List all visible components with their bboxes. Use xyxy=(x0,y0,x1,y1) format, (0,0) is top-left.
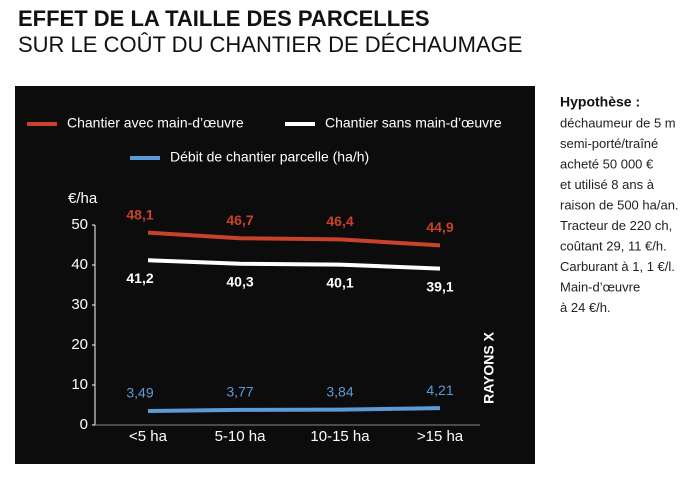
note-title: Hypothèse : xyxy=(560,94,640,110)
note-line: déchaumeur de 5 m xyxy=(560,115,676,130)
data-label: 39,1 xyxy=(426,278,453,294)
y-tick-label: 0 xyxy=(80,416,88,433)
legend-label: Chantier sans main-d’œuvre xyxy=(325,115,502,131)
data-label: 3,84 xyxy=(326,383,353,399)
legend-label: Chantier avec main-d’œuvre xyxy=(67,115,244,131)
credit: RAYONS X xyxy=(481,331,497,404)
note-line: Carburant à 1, 1 €/l. xyxy=(560,259,675,274)
data-label: 3,77 xyxy=(226,384,253,400)
series-line xyxy=(147,258,441,271)
data-label: 48,1 xyxy=(126,206,153,222)
data-label: 40,3 xyxy=(226,274,253,290)
x-tick-label: >15 ha xyxy=(417,428,464,445)
data-label: 41,2 xyxy=(126,270,153,286)
data-label: 4,21 xyxy=(426,382,453,398)
note-line: semi-porté/traîné xyxy=(560,136,658,151)
data-label: 3,49 xyxy=(126,385,153,401)
y-tick-label: 10 xyxy=(71,376,88,393)
y-tick-label: 30 xyxy=(71,296,88,313)
note-line: Tracteur de 220 ch, xyxy=(560,218,672,233)
note-line: et utilisé 8 ans à xyxy=(560,177,655,192)
x-tick-label: 10-15 ha xyxy=(310,428,370,445)
y-tick-label: 40 xyxy=(71,256,88,273)
data-label: 46,7 xyxy=(226,212,253,228)
data-label: 44,9 xyxy=(426,219,453,235)
y-axis-label: €/ha xyxy=(68,190,98,207)
x-tick-label: 5-10 ha xyxy=(215,428,267,445)
y-tick-label: 50 xyxy=(71,216,88,233)
data-label: 46,4 xyxy=(326,213,353,229)
series-line xyxy=(147,230,441,248)
legend-label: Débit de chantier parcelle (ha/h) xyxy=(170,149,369,165)
note-line: raison de 500 ha/an. xyxy=(560,197,679,212)
note-line: acheté 50 000 € xyxy=(560,156,654,171)
note-line: à 24 €/h. xyxy=(560,300,611,315)
note-line: coûtant 29, 11 €/h. xyxy=(560,238,667,253)
chart-subtitle: SUR LE COÛT DU CHANTIER DE DÉCHAUMAGE xyxy=(18,32,522,57)
x-tick-label: <5 ha xyxy=(129,428,168,445)
data-label: 40,1 xyxy=(326,274,353,290)
y-tick-label: 20 xyxy=(71,336,88,353)
note-line: Main-d’œuvre xyxy=(560,279,640,294)
series-line xyxy=(147,406,441,414)
chart-title: EFFET DE LA TAILLE DES PARCELLES xyxy=(18,6,430,31)
chart-panel xyxy=(15,86,535,464)
